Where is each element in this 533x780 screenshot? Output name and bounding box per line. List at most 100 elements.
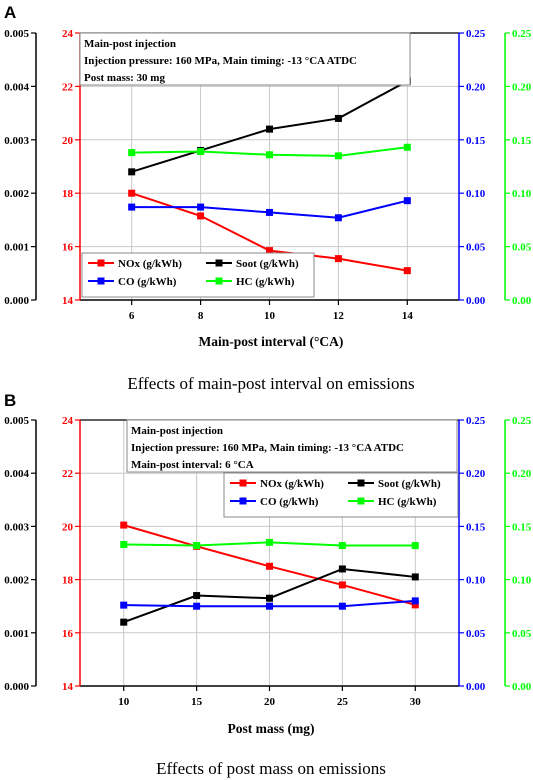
- nox-tick-label: 18: [62, 188, 74, 200]
- x-tick-label: 10: [118, 696, 130, 708]
- co-tick-label: 0.00: [466, 681, 486, 693]
- x-tick-label: 6: [129, 310, 135, 322]
- hc-tick-label: 0.00: [512, 295, 532, 307]
- marker-hc: [338, 542, 346, 550]
- x-axis-label-b: Post mass (mg): [228, 721, 315, 736]
- marker-hc: [128, 149, 136, 157]
- soot-tick-label: 0.001: [4, 242, 29, 254]
- legend-box: [223, 472, 459, 518]
- annotation-line: Injection pressure: 160 MPa, Main timing…: [131, 442, 404, 454]
- marker-nox: [197, 212, 205, 220]
- annotation-line: Main-post injection: [131, 425, 223, 437]
- hc-tick-label: 0.05: [512, 242, 532, 254]
- soot-tick-label: 0.005: [4, 28, 29, 40]
- marker-co: [120, 601, 128, 609]
- legend-label-hc: HC (g/kWh): [236, 276, 295, 288]
- x-tick-label: 15: [191, 696, 203, 708]
- nox-tick-label: 22: [62, 81, 74, 93]
- soot-tick-label: 0.005: [4, 415, 29, 427]
- legend-label-nox: NOx (g/kWh): [260, 478, 324, 490]
- legend-label-soot: Soot (g/kWh): [236, 258, 299, 270]
- marker-soot: [266, 594, 273, 602]
- annotation-box: [79, 32, 411, 86]
- co-tick-label: 0.15: [466, 135, 486, 147]
- marker-co: [411, 597, 419, 605]
- annotation-line: Main-post injection: [84, 38, 176, 50]
- x-tick-label: 25: [337, 696, 349, 708]
- co-tick-label: 0.00: [466, 295, 486, 307]
- panel-a: A 6 8 10 12 14 0.000 0.001 0.002 0.003 0.004 0.005…: [4, 3, 532, 393]
- hc-tick-label: 0.15: [512, 135, 532, 147]
- marker-co: [193, 602, 201, 610]
- marker-hc: [266, 151, 273, 159]
- annotation-line: Main-post interval: 6 °CA: [131, 459, 254, 471]
- x-tick-label: 30: [410, 696, 422, 708]
- nox-tick-label: 14: [62, 681, 74, 693]
- nox-tick-label: 14: [62, 295, 74, 307]
- marker-soot: [266, 125, 273, 133]
- x-tick-label: 12: [333, 310, 345, 322]
- co-tick-label: 0.20: [466, 81, 486, 93]
- legend-label-co: CO (g/kWh): [260, 496, 319, 508]
- marker-nox: [411, 601, 419, 609]
- plot-area-a: 6 8 10 12 14 0.000 0.001 0.002 0.003 0.004 0.005 14…: [4, 28, 532, 322]
- legend-marker-co: [239, 497, 247, 505]
- marker-nox: [266, 247, 273, 255]
- panel-letter-b: B: [4, 391, 16, 410]
- co-tick-label: 0.25: [466, 28, 486, 40]
- co-tick-label: 0.20: [466, 468, 486, 480]
- marker-nox: [120, 521, 128, 529]
- marker-soot: [128, 168, 136, 176]
- soot-tick-label: 0.002: [4, 188, 29, 200]
- marker-co: [266, 208, 273, 216]
- panel-b: B 10 15 20 25 30 0.000 0.001 0.002 0.003 0.004 0.0…: [4, 391, 532, 778]
- marker-hc: [120, 540, 128, 548]
- nox-tick-label: 24: [62, 28, 74, 40]
- marker-co: [197, 203, 205, 211]
- caption-b: Effects of post mass on emissions: [156, 759, 386, 778]
- nox-tick-label: 20: [62, 521, 74, 533]
- legend-label-hc: HC (g/kWh): [378, 496, 437, 508]
- nox-tick-label: 16: [62, 628, 74, 640]
- x-tick-label: 20: [264, 696, 276, 708]
- co-tick-label: 0.15: [466, 521, 486, 533]
- x-axis-label-a: Main-post interval (°CA): [199, 334, 344, 349]
- hc-tick-label: 0.20: [512, 468, 532, 480]
- hc-tick-label: 0.25: [512, 28, 532, 40]
- caption-a: Effects of main-post interval on emissio…: [127, 374, 414, 393]
- soot-tick-label: 0.004: [4, 468, 29, 480]
- marker-hc: [334, 152, 342, 160]
- nox-tick-label: 20: [62, 135, 74, 147]
- marker-co: [266, 602, 273, 610]
- annotation-line: Injection pressure: 160 MPa, Main timing…: [84, 55, 357, 67]
- soot-tick-label: 0.004: [4, 81, 29, 93]
- co-tick-label: 0.10: [466, 575, 486, 587]
- nox-tick-label: 24: [62, 415, 74, 427]
- soot-tick-label: 0.002: [4, 575, 29, 587]
- soot-tick-label: 0.001: [4, 628, 29, 640]
- legend-marker-hc: [215, 277, 223, 285]
- nox-tick-label: 22: [62, 468, 74, 480]
- hc-tick-label: 0.10: [512, 575, 532, 587]
- legend-marker-soot: [215, 259, 223, 267]
- x-tick-label: 8: [198, 310, 204, 322]
- co-tick-label: 0.25: [466, 415, 486, 427]
- x-tick-label: 14: [402, 310, 414, 322]
- hc-tick-label: 0.05: [512, 628, 532, 640]
- soot-tick-label: 0.003: [4, 135, 29, 147]
- marker-nox: [266, 562, 273, 570]
- annotation-line: Post mass: 30 mg: [84, 72, 165, 84]
- co-tick-label: 0.05: [466, 242, 486, 254]
- marker-soot: [334, 114, 342, 122]
- hc-tick-label: 0.10: [512, 188, 532, 200]
- marker-hc: [403, 143, 411, 151]
- legend-marker-soot: [357, 479, 365, 487]
- marker-soot: [120, 618, 128, 626]
- annotation-box: [126, 419, 458, 473]
- legend-marker-nox: [239, 479, 247, 487]
- soot-tick-label: 0.003: [4, 521, 29, 533]
- marker-nox: [403, 267, 411, 275]
- nox-tick-label: 18: [62, 575, 74, 587]
- legend-marker-co: [97, 277, 105, 285]
- soot-tick-label: 0.000: [4, 295, 29, 307]
